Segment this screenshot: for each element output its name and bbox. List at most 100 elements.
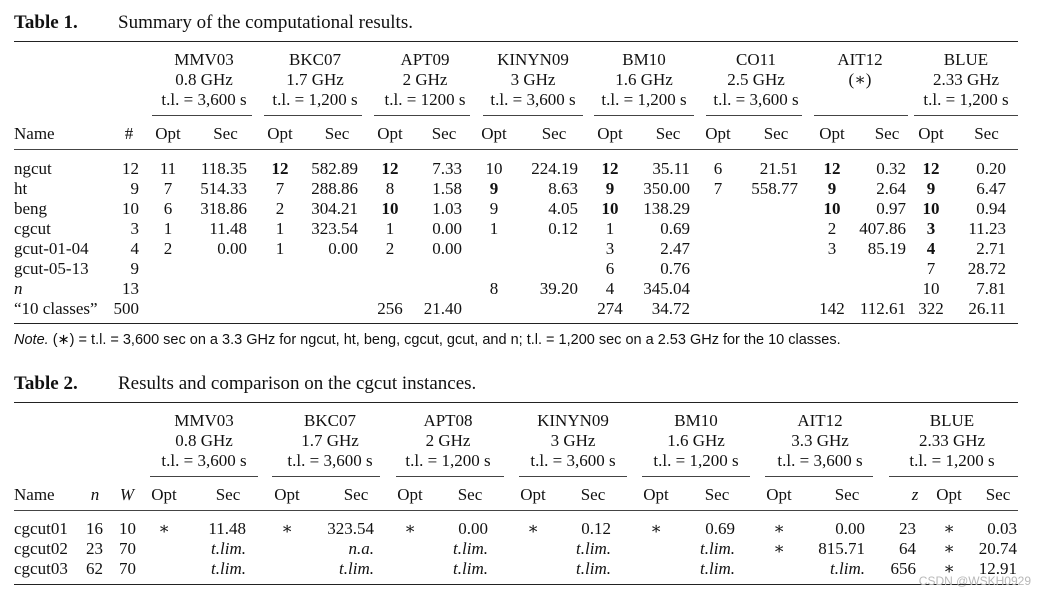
table2-cell-sec: n.a. xyxy=(348,539,375,558)
table1-row-count: 3 xyxy=(130,219,140,238)
table1-row-name: cgcut xyxy=(14,219,51,238)
table1-cell-sec: 85.19 xyxy=(867,239,906,258)
table2-cell-opt: ∗ xyxy=(773,539,785,558)
table1-cell-opt: 9 xyxy=(605,179,615,198)
table2-col-opt: Opt xyxy=(766,485,792,504)
table1-cell-sec: 21.40 xyxy=(423,299,462,318)
table1-group-name: CO11 xyxy=(736,50,776,69)
table2-cell-sec: 0.69 xyxy=(705,519,735,538)
table1-cell-sec: 1.03 xyxy=(432,199,462,218)
table1-cell-sec: 2.47 xyxy=(660,239,690,258)
table1-cell-opt: 4 xyxy=(926,239,936,258)
table1-col-sec: Sec xyxy=(974,124,999,143)
table2-group-name: MMV03 xyxy=(174,411,234,430)
table1-col-sec: Sec xyxy=(431,124,457,143)
table2-col-w: W xyxy=(119,485,135,504)
table1-cell-sec: 8.63 xyxy=(548,179,578,198)
table2-col-opt: Opt xyxy=(520,485,546,504)
table1-cell-opt: 1 xyxy=(385,219,395,238)
table1-row-count: 500 xyxy=(113,299,140,318)
table1-cell-sec: 0.00 xyxy=(432,239,462,258)
table1-title: Summary of the computational results. xyxy=(118,12,413,33)
table1-cell-opt: 7 xyxy=(926,259,936,278)
table1-label: Table 1. xyxy=(14,12,78,33)
table1-row-name: ngcut xyxy=(14,159,52,178)
table1-cell-opt: 10 xyxy=(922,199,940,218)
table1-top-rule xyxy=(14,41,1018,42)
table1-cell-sec: 26.11 xyxy=(968,299,1006,318)
table1-col-opt: Opt xyxy=(481,124,507,143)
table1-group-name: APT09 xyxy=(400,50,450,69)
table1-cell-opt: 8 xyxy=(385,179,395,198)
table1-cell-sec: 0.12 xyxy=(548,219,578,238)
table2-group-limit: t.l. = 3,600 s xyxy=(530,451,616,470)
table1-cell-opt: 12 xyxy=(381,159,399,178)
table1-group-name: BLUE xyxy=(943,50,989,69)
table2-cell-opt: ∗ xyxy=(527,519,539,538)
table2-group-speed: 0.8 GHz xyxy=(175,431,233,450)
table2-row-w: 70 xyxy=(119,559,136,578)
table2-cell-opt: ∗ xyxy=(943,559,955,578)
table2-group-limit: t.l. = 1,200 s xyxy=(653,451,739,470)
table1-cell-sec: 112.61 xyxy=(859,299,906,318)
table2-col-sec: Sec xyxy=(215,485,241,504)
table2-title: Results and comparison on the cgcut inst… xyxy=(118,373,477,394)
table1-col-opt: Opt xyxy=(918,124,944,143)
table2-top-rule xyxy=(14,402,1018,403)
table1-cell-sec: 11.48 xyxy=(209,219,247,238)
table2-cell-sec: 0.12 xyxy=(581,519,611,538)
table2-bottom-rule xyxy=(14,584,1018,585)
table1-group-underline xyxy=(594,115,694,116)
table2-cell-sec: t.lim. xyxy=(211,539,246,558)
table1-col-opt: Opt xyxy=(155,124,181,143)
table2-group-speed: 3.3 GHz xyxy=(791,431,849,450)
table1-group-name: MMV03 xyxy=(174,50,234,69)
table2-label: Table 2. xyxy=(14,373,78,394)
table1-cell-opt: 4 xyxy=(605,279,615,298)
table1-cell-sec: 2.71 xyxy=(976,239,1006,258)
table2-cell-sec: t.lim. xyxy=(700,539,735,558)
table1-cell-opt: 10 xyxy=(823,199,841,218)
table2-row-name: cgcut03 xyxy=(14,559,68,578)
table1-cell-sec: 288.86 xyxy=(311,179,358,198)
table1-col-sec: Sec xyxy=(541,124,567,143)
table1-cell-sec: 224.19 xyxy=(531,159,578,178)
table1-col-sec: Sec xyxy=(655,124,681,143)
table1-col-opt: Opt xyxy=(705,124,731,143)
table1-cell-sec: 11.23 xyxy=(968,219,1006,238)
table1-col-sec: Sec xyxy=(213,124,238,143)
table1-group-speed: 0.8 GHz xyxy=(175,70,233,89)
note-label: Note. xyxy=(14,332,49,348)
table2-col-sec: Sec xyxy=(834,485,860,504)
table1-cell-opt: 256 xyxy=(377,299,403,318)
table1-cell-opt: 12 xyxy=(823,159,841,178)
table1-group-name: BKC07 xyxy=(289,50,341,69)
table1-cell-sec: 318.86 xyxy=(200,199,247,218)
table1-cell-opt: 12 xyxy=(271,159,289,178)
table1-caption: Table 1. Summary of the computational res… xyxy=(14,12,413,34)
table1-row-count: 13 xyxy=(122,279,139,298)
table1-row-name: ht xyxy=(14,179,28,198)
table2-group-name: KINYN09 xyxy=(537,411,609,430)
table1-cell-opt: 9 xyxy=(827,179,837,198)
table1-group-speed: 2.5 GHz xyxy=(727,70,785,89)
table2-group-underline xyxy=(519,476,627,477)
table1-cell-sec: 7.33 xyxy=(432,159,462,178)
table2-group-underline xyxy=(272,476,380,477)
table2-group-limit: t.l. = 1,200 s xyxy=(405,451,491,470)
table1-group-underline xyxy=(814,115,908,116)
table2-cell-sec: 815.71 xyxy=(818,539,865,558)
table1-group-speed: (∗) xyxy=(848,70,872,89)
table1-cell-opt: 274 xyxy=(597,299,623,318)
table1-cell-sec: 21.51 xyxy=(759,159,798,178)
table1-row-name: “10 classes” xyxy=(14,299,98,318)
table1-group-speed: 2.33 GHz xyxy=(932,70,1000,89)
table2-cell-sec: t.lim. xyxy=(576,539,611,558)
table2-cell-sec: 0.00 xyxy=(458,519,488,538)
table1-cell-opt: 8 xyxy=(489,279,499,298)
table2-group-underline xyxy=(150,476,258,477)
table1-group-underline xyxy=(152,115,252,116)
table1-cell-sec: 558.77 xyxy=(751,179,798,198)
table1-group-limit: t.l. = 3,600 s xyxy=(161,90,247,109)
table2-cell-sec: t.lim. xyxy=(830,559,865,578)
